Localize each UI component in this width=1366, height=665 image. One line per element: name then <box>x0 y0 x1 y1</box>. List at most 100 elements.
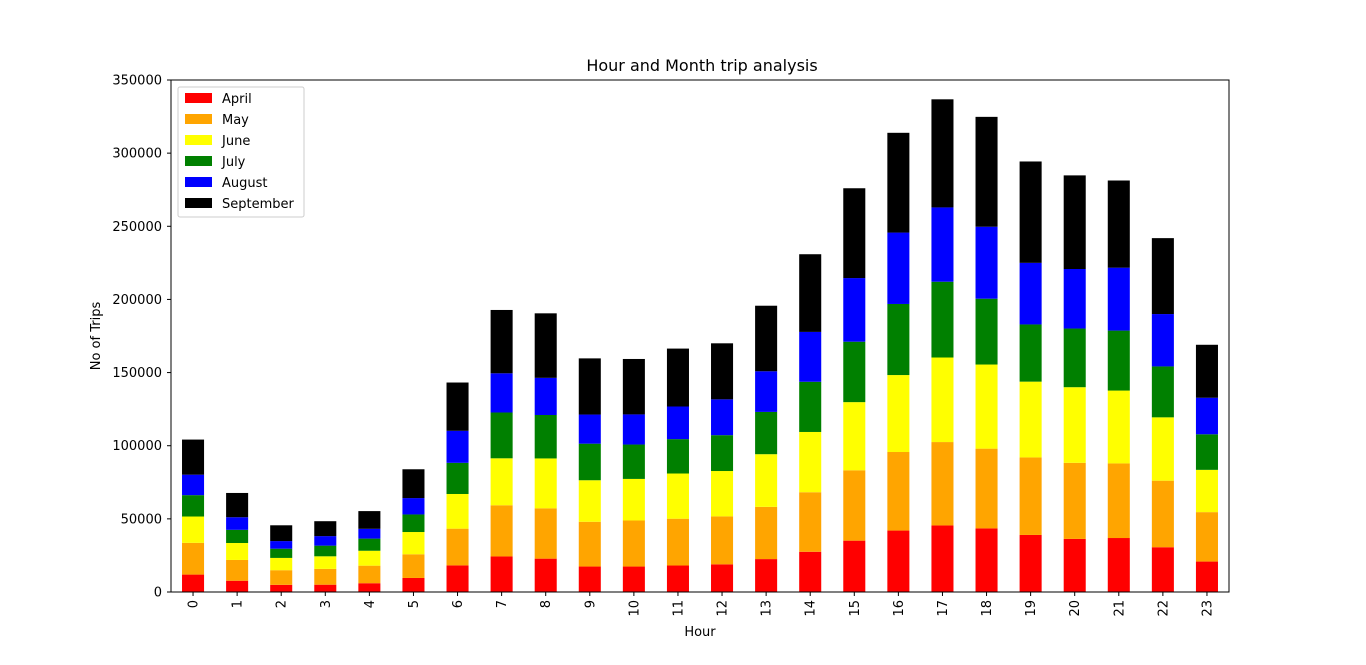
bar-july-hour-11 <box>666 439 689 474</box>
bar-may-hour-11 <box>666 518 689 566</box>
bar-august-hour-0 <box>182 474 205 496</box>
bar-september-hour-21 <box>1107 180 1130 268</box>
bar-may-hour-14 <box>799 492 822 552</box>
bar-may-hour-8 <box>534 508 557 559</box>
x-tick-label: 0 <box>187 600 202 608</box>
bar-april-hour-12 <box>711 564 734 592</box>
bar-june-hour-22 <box>1151 417 1174 481</box>
bar-june-hour-5 <box>402 532 425 555</box>
bar-june-hour-13 <box>755 454 778 507</box>
legend-swatch-august <box>185 177 212 187</box>
bar-may-hour-5 <box>402 554 425 578</box>
bar-june-hour-14 <box>799 431 822 493</box>
bar-august-hour-6 <box>446 430 469 463</box>
x-tick-label: 2 <box>275 600 290 608</box>
bar-april-hour-10 <box>622 566 645 592</box>
bar-july-hour-18 <box>975 298 998 365</box>
bar-july-hour-8 <box>534 414 557 459</box>
bar-september-hour-20 <box>1063 175 1086 269</box>
bar-july-hour-20 <box>1063 328 1086 388</box>
x-tick-label: 18 <box>980 600 995 617</box>
bar-july-hour-16 <box>887 303 910 376</box>
bar-june-hour-2 <box>270 557 293 571</box>
bar-august-hour-11 <box>666 406 689 440</box>
bar-august-hour-1 <box>226 517 249 530</box>
bar-april-hour-14 <box>799 551 822 592</box>
x-tick-label: 3 <box>319 600 334 608</box>
bar-september-hour-11 <box>666 348 689 407</box>
x-axis: 0 1 2 3 4 5 6 7 8 9 10 11 12 13 14 15 16 17 18 19 20 21 22 23 <box>187 592 1215 617</box>
x-tick-label: 10 <box>627 600 642 617</box>
bar-may-hour-13 <box>755 506 778 560</box>
x-tick-label: 22 <box>1156 600 1171 617</box>
bar-september-hour-7 <box>490 309 513 374</box>
bar-july-hour-0 <box>182 495 205 517</box>
bar-may-hour-4 <box>358 565 381 584</box>
bar-august-hour-9 <box>578 414 601 444</box>
x-tick-label: 11 <box>671 600 686 617</box>
bar-september-hour-5 <box>402 469 425 499</box>
bar-may-hour-16 <box>887 452 910 531</box>
bar-september-hour-16 <box>887 132 910 233</box>
bar-april-hour-23 <box>1195 561 1218 592</box>
bar-july-hour-2 <box>270 548 293 558</box>
chart-title: Hour and Month trip analysis <box>586 56 817 75</box>
bar-august-hour-10 <box>622 414 645 445</box>
bar-august-hour-5 <box>402 498 425 515</box>
bar-april-hour-19 <box>1019 534 1042 592</box>
x-tick-label: 6 <box>451 600 466 608</box>
x-tick-label: 15 <box>848 600 863 617</box>
bar-april-hour-1 <box>226 580 249 592</box>
y-tick-label: 100000 <box>112 439 162 454</box>
bar-august-hour-14 <box>799 331 822 382</box>
bar-august-hour-20 <box>1063 269 1086 329</box>
y-tick-label: 200000 <box>112 293 162 308</box>
bar-may-hour-10 <box>622 520 645 567</box>
bar-may-hour-20 <box>1063 462 1086 539</box>
bar-july-hour-1 <box>226 529 249 543</box>
bar-september-hour-8 <box>534 313 557 378</box>
bar-may-hour-19 <box>1019 457 1042 535</box>
bar-june-hour-19 <box>1019 381 1042 458</box>
bar-september-hour-9 <box>578 358 601 415</box>
bar-july-hour-15 <box>843 341 866 403</box>
x-axis-label: Hour <box>684 625 716 640</box>
bar-september-hour-10 <box>622 358 645 415</box>
bar-june-hour-20 <box>1063 387 1086 463</box>
plot-frame <box>170 79 1230 593</box>
bar-may-hour-9 <box>578 521 601 567</box>
bar-july-hour-23 <box>1195 434 1218 470</box>
bar-august-hour-4 <box>358 528 381 539</box>
bar-may-hour-6 <box>446 528 469 566</box>
bar-april-hour-21 <box>1107 538 1130 592</box>
legend-swatch-june <box>185 135 212 145</box>
bar-april-hour-17 <box>931 525 954 592</box>
bar-june-hour-17 <box>931 357 954 443</box>
x-tick-label: 12 <box>716 600 731 617</box>
x-tick-label: 16 <box>892 600 907 617</box>
bar-june-hour-15 <box>843 402 866 471</box>
bar-august-hour-8 <box>534 377 557 415</box>
bar-july-hour-12 <box>711 435 734 472</box>
bar-august-hour-22 <box>1151 314 1174 367</box>
x-tick-label: 4 <box>363 600 378 608</box>
bar-april-hour-4 <box>358 583 381 592</box>
bar-june-hour-0 <box>182 516 205 543</box>
bar-june-hour-23 <box>1195 469 1218 513</box>
bar-june-hour-11 <box>666 473 689 519</box>
bar-september-hour-19 <box>1019 161 1042 263</box>
x-tick-label: 5 <box>407 600 422 608</box>
bar-may-hour-22 <box>1151 480 1174 548</box>
bar-april-hour-15 <box>843 540 866 592</box>
bar-april-hour-11 <box>666 565 689 592</box>
bar-june-hour-3 <box>314 556 337 569</box>
bar-august-hour-21 <box>1107 267 1130 331</box>
bar-may-hour-0 <box>182 542 205 575</box>
bar-june-hour-10 <box>622 478 645 521</box>
bar-august-hour-2 <box>270 541 293 549</box>
legend-label-may: May <box>222 113 249 128</box>
y-tick-label: 150000 <box>112 366 162 381</box>
legend: April May June July August September <box>177 86 305 218</box>
bar-may-hour-3 <box>314 568 337 585</box>
